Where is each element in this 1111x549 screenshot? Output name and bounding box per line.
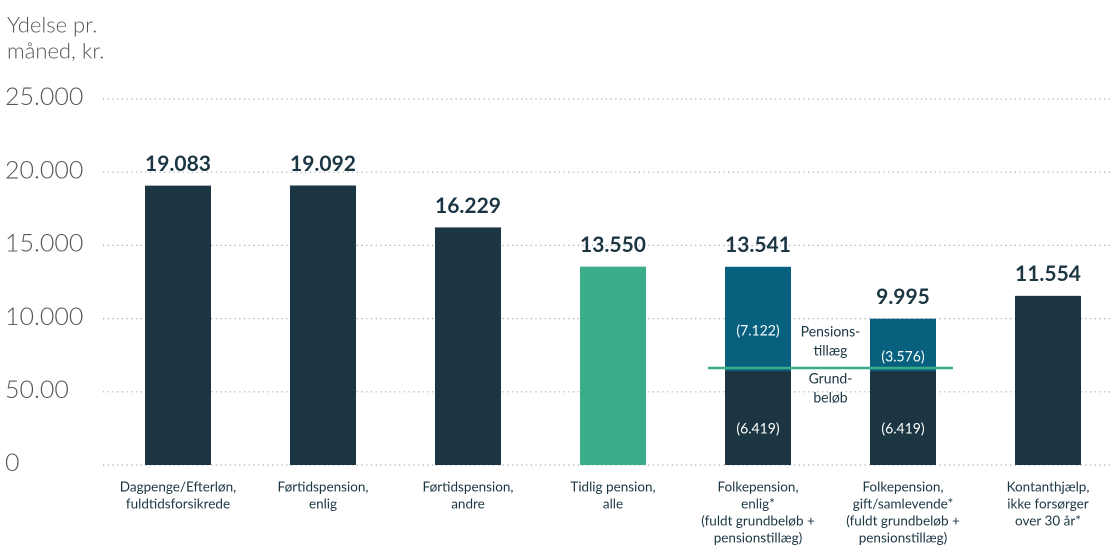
x-tick-label: Førtidspension,: [423, 478, 514, 494]
x-tick-label: gift/samlevende*: [853, 495, 953, 511]
x-tick-label: Tidlig pension,: [570, 478, 655, 494]
x-tick-label: pensionstillæg): [859, 529, 948, 545]
y-tick-label: 0: [5, 447, 20, 477]
x-tick-label: (fuldt grundbeløb +: [846, 512, 960, 528]
y-tick-label: 20.000: [5, 154, 83, 184]
x-tick-label: ikke forsørger: [1007, 495, 1088, 511]
segment-label: (3.576): [881, 347, 925, 364]
x-tick-label: enlig*: [741, 495, 775, 511]
bar: [580, 266, 646, 465]
y-axis-title: Ydelse pr.: [7, 10, 97, 37]
bar-total-label: 16.229: [435, 193, 501, 218]
bar: [290, 185, 356, 466]
bar-segment: [725, 371, 791, 465]
x-tick-label: Kontanthjælp,: [1007, 478, 1090, 494]
segment-label: (6.419): [881, 420, 925, 437]
x-tick-label: Folkepension,: [862, 478, 943, 494]
legend-label: Pensions-: [801, 323, 861, 340]
bar-segment: [870, 318, 936, 372]
bar: [145, 185, 211, 465]
x-tick-label: Folkepension,: [717, 478, 798, 494]
y-axis-title: måned, kr.: [7, 36, 104, 63]
bar-segment: [725, 266, 791, 372]
x-tick-label: fuldtidsforsikrede: [126, 495, 230, 511]
y-tick-label: 50.00: [5, 374, 69, 404]
legend-label: beløb: [813, 389, 847, 406]
bar: [435, 227, 501, 465]
y-tick-label: 25.000: [5, 81, 83, 111]
segment-label: (6.419): [736, 420, 780, 437]
y-tick-label: 10.000: [5, 301, 83, 331]
x-tick-label: alle: [603, 495, 623, 511]
bar-total-label: 9.995: [876, 284, 930, 309]
x-tick-label: Dagpenge/Efterløn,: [120, 478, 236, 494]
bar: [1015, 295, 1081, 465]
legend-label: Grund-: [809, 370, 853, 387]
bar-total-label: 13.550: [580, 232, 646, 257]
bar-total-label: 11.554: [1015, 261, 1081, 286]
x-tick-label: Førtidspension,: [278, 478, 369, 494]
x-tick-label: enlig: [309, 495, 337, 511]
x-tick-label: (fuldt grundbeløb +: [701, 512, 815, 528]
x-tick-label: over 30 år*: [1015, 512, 1081, 528]
bar-total-label: 19.083: [145, 151, 211, 176]
bar-total-label: 19.092: [290, 151, 356, 176]
bar-total-label: 13.541: [725, 232, 791, 257]
x-tick-label: andre: [451, 495, 485, 511]
legend-label: tillæg: [814, 342, 848, 359]
bar-segment: [870, 371, 936, 465]
y-tick-label: 15.000: [5, 228, 83, 258]
segment-label: (7.122): [736, 321, 780, 338]
x-tick-label: pensionstillæg): [714, 529, 803, 545]
